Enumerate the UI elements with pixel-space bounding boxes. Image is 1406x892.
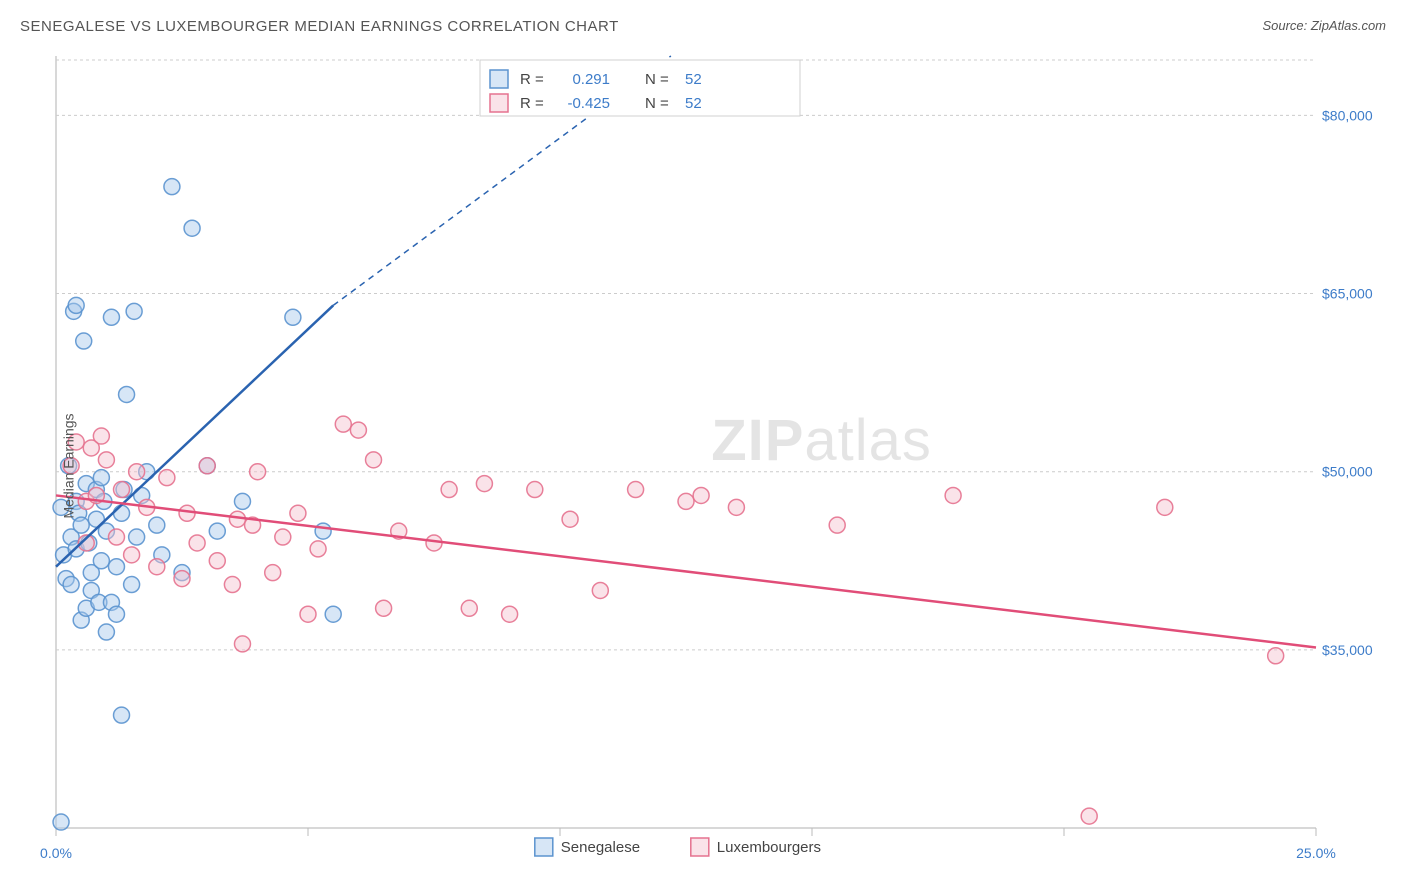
legend-series-label: Luxembourgers [717,839,821,856]
x-tick-label: 0.0% [40,845,72,861]
data-point [63,577,79,593]
data-point [199,458,215,474]
data-point [300,606,316,622]
correlation-legend: R = 0.291 N = 52 R = -0.425 N = 52 [480,60,800,116]
legend-r-label: R = [520,71,544,88]
data-point [114,505,130,521]
data-point [1157,499,1173,515]
correlation-chart: $35,000 $50,000 $65,000 $80,000 0.0% 25.0% ZIP… [20,48,1386,884]
data-point [98,624,114,640]
data-point [68,297,84,313]
data-point [285,309,301,325]
data-point [103,309,119,325]
data-point [829,517,845,533]
data-point [224,577,240,593]
y-tick-label: $50,000 [1322,464,1373,480]
trend-line [56,495,1316,647]
data-point [628,482,644,498]
legend-n-label: N = [645,71,669,88]
data-point [126,303,142,319]
data-point [114,707,130,723]
data-point [93,470,109,486]
data-point [693,487,709,503]
data-point [108,559,124,575]
data-point [209,553,225,569]
legend-series-label: Senegalese [561,839,640,856]
data-point [678,493,694,509]
data-point [108,606,124,622]
data-point [53,814,69,830]
data-point [164,179,180,195]
data-point [149,517,165,533]
y-tick-label: $65,000 [1322,286,1373,302]
data-point [174,571,190,587]
data-point [527,482,543,498]
data-point [502,606,518,622]
data-point [184,220,200,236]
data-point [108,529,124,545]
data-point [114,482,130,498]
data-point [119,386,135,402]
data-point [265,565,281,581]
data-point [290,505,306,521]
data-point [366,452,382,468]
data-point [234,493,250,509]
data-point [275,529,291,545]
data-point [562,511,578,527]
data-point [310,541,326,557]
data-point [592,582,608,598]
data-point [728,499,744,515]
legend-swatch [691,838,709,856]
legend-n-label: N = [645,95,669,112]
data-point [124,577,140,593]
legend-r-value: 0.291 [572,71,610,88]
data-point [124,547,140,563]
data-point [209,523,225,539]
x-tick-label: 25.0% [1296,845,1336,861]
data-point [315,523,331,539]
data-point [98,452,114,468]
data-point [441,482,457,498]
source-label: Source: ZipAtlas.com [1262,18,1386,33]
legend-n-value: 52 [685,71,702,88]
data-point [149,559,165,575]
y-tick-label: $80,000 [1322,107,1373,123]
legend-r-value: -0.425 [567,95,610,112]
data-point [76,333,92,349]
data-point [476,476,492,492]
data-point [179,505,195,521]
data-point [945,487,961,503]
data-point [73,517,89,533]
watermark: ZIPatlas [711,408,932,473]
data-point [250,464,266,480]
data-point [234,636,250,652]
legend-swatch [490,94,508,112]
data-point [159,470,175,486]
data-point [335,416,351,432]
legend-r-label: R = [520,95,544,112]
legend-n-value: 52 [685,95,702,112]
data-point [1268,648,1284,664]
legend-swatch [535,838,553,856]
data-point [376,600,392,616]
trend-line-extension [333,56,671,305]
data-point [93,553,109,569]
data-point [325,606,341,622]
data-point [461,600,477,616]
y-tick-label: $35,000 [1322,642,1373,658]
legend-swatch [490,70,508,88]
data-point [129,529,145,545]
chart-title: SENEGALESE VS LUXEMBOURGER MEDIAN EARNIN… [20,18,619,35]
data-point [129,464,145,480]
data-point [189,535,205,551]
data-point [350,422,366,438]
y-axis-label: Median Earnings [61,413,77,518]
data-point [93,428,109,444]
data-point [1081,808,1097,824]
